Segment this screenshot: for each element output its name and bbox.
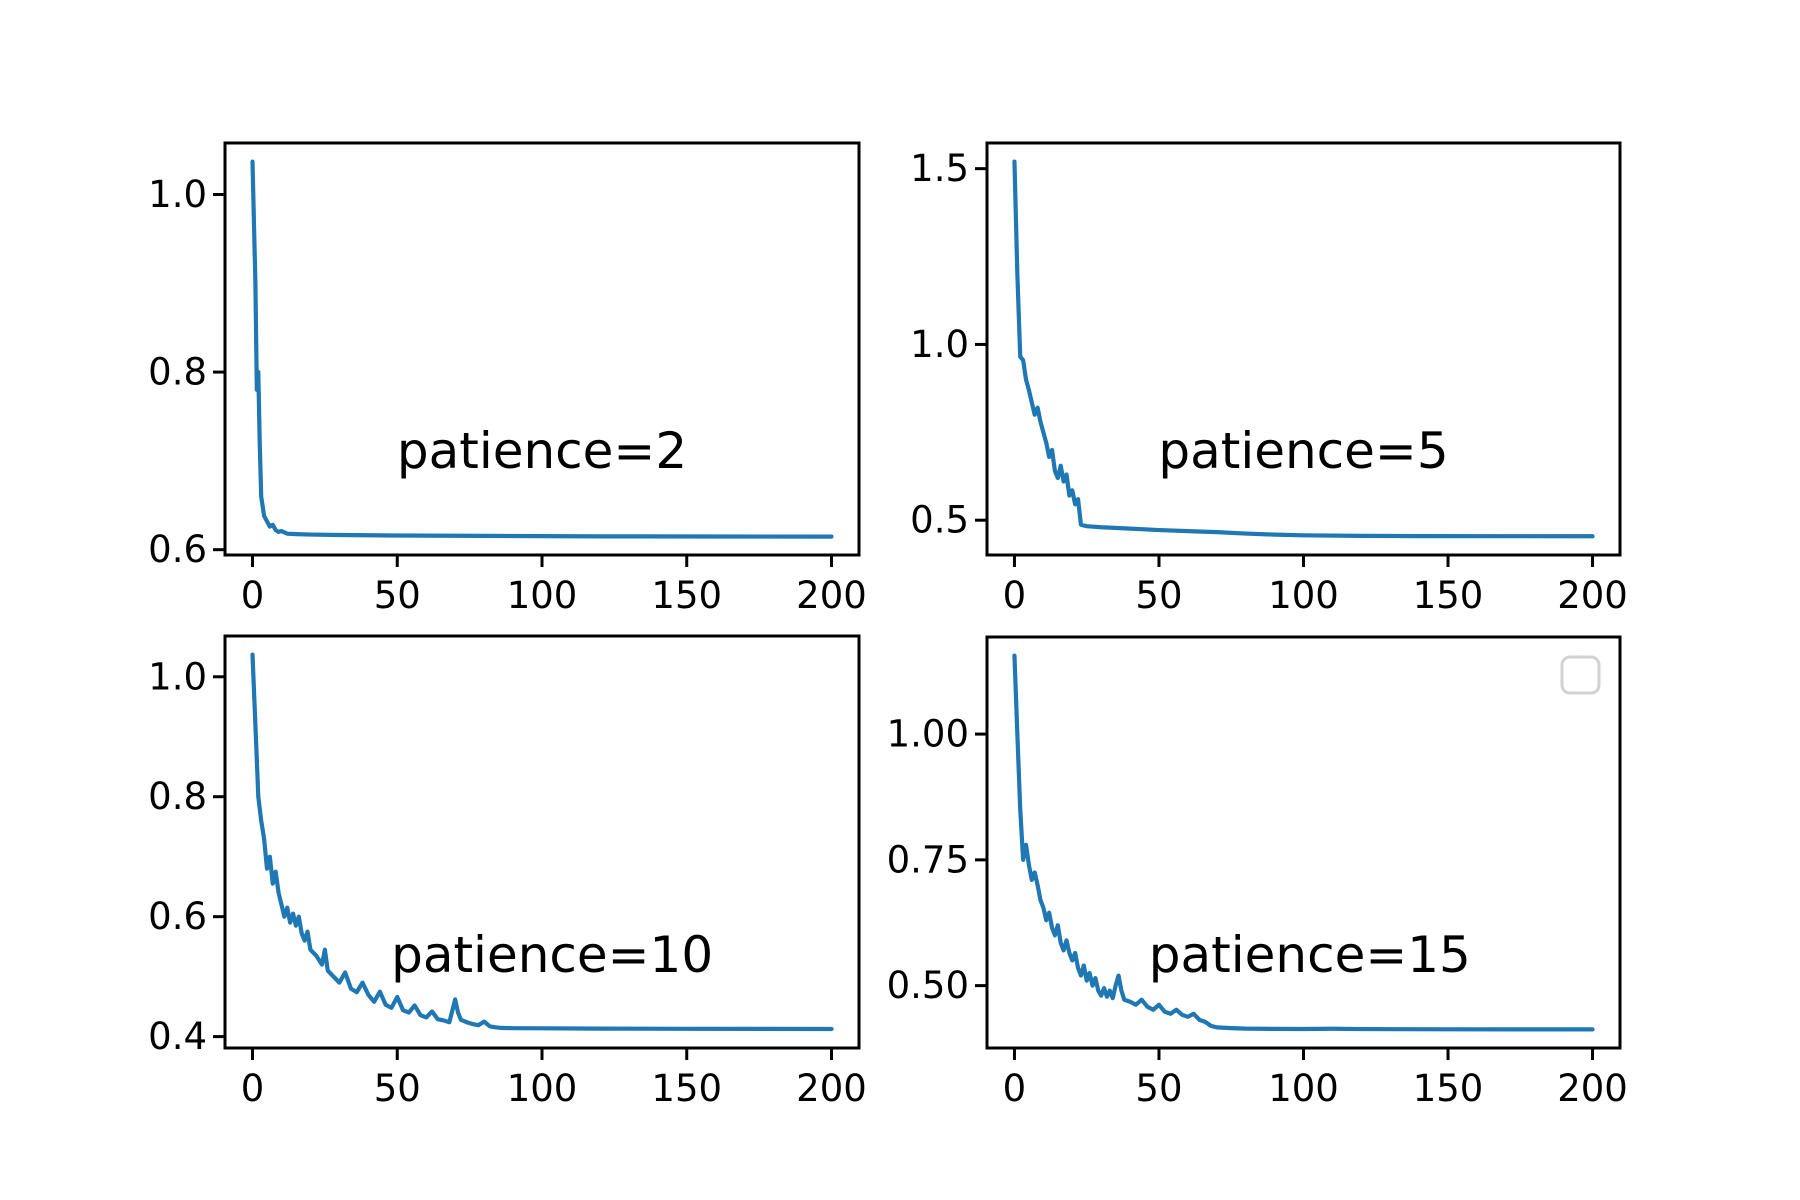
- x-tick-label: 100: [507, 1067, 578, 1110]
- subplot-patience-2: 0 50 100 150 200 0.6 0.8 1.0 patience=2: [148, 141, 867, 617]
- x-tick-label: 100: [507, 574, 578, 617]
- x-tick-label: 200: [1557, 1067, 1628, 1110]
- annotation-patience-5: patience=5: [1158, 422, 1448, 480]
- axes-frame: [223, 634, 861, 1050]
- annotation-patience-15: patience=15: [1149, 926, 1471, 984]
- axes-frame: [985, 635, 1622, 1050]
- annotation-patience-10: patience=10: [391, 926, 713, 984]
- loss-curve-line: [250, 159, 834, 539]
- x-tick-label: 0: [1003, 574, 1027, 617]
- y-tick-label: 1.0: [148, 173, 207, 216]
- y-tick-label: 1.00: [887, 713, 969, 756]
- x-tick-label: 200: [796, 574, 867, 617]
- x-tick-label: 50: [1135, 574, 1182, 617]
- annotation-patience-2: patience=2: [397, 422, 687, 480]
- x-tick-label: 0: [241, 574, 265, 617]
- subplot-patience-10: 0 50 100 150 200 0.4 0.6 0.8 1.0 patience=10: [148, 634, 867, 1110]
- x-tick-label: 200: [796, 1067, 867, 1110]
- y-tick-label: 0.6: [148, 895, 207, 938]
- y-tick-label: 1.5: [910, 147, 969, 190]
- axes-frame: [985, 141, 1622, 557]
- axes-frame: [223, 141, 861, 557]
- x-tick-label: 100: [1268, 574, 1339, 617]
- x-tick-label: 50: [1135, 1067, 1182, 1110]
- x-tick-label: 150: [651, 574, 722, 617]
- loss-curve-line: [1012, 653, 1595, 1032]
- x-tick-label: 100: [1268, 1067, 1339, 1110]
- legend-box: [1560, 655, 1601, 695]
- loss-curve-line: [1012, 159, 1595, 539]
- y-tick-label: 0.8: [148, 351, 207, 394]
- subplot-patience-15: 0 50 100 150 200 0.50 0.75 1.00 patience=15: [887, 635, 1628, 1110]
- y-tick-label: 0.50: [887, 964, 969, 1007]
- x-tick-label: 0: [241, 1067, 265, 1110]
- y-tick-label: 0.75: [887, 838, 969, 881]
- x-tick-label: 150: [1413, 1067, 1484, 1110]
- x-tick-label: 200: [1557, 574, 1628, 617]
- x-tick-label: 50: [374, 574, 421, 617]
- subplot-patience-5: 0 50 100 150 200 0.5 1.0 1.5 patience=5: [910, 141, 1628, 617]
- y-tick-label: 1.0: [148, 655, 207, 698]
- y-tick-label: 1.0: [910, 323, 969, 366]
- x-tick-label: 0: [1003, 1067, 1027, 1110]
- loss-curve-line: [250, 652, 834, 1032]
- x-tick-label: 150: [1413, 574, 1484, 617]
- x-tick-label: 150: [651, 1067, 722, 1110]
- y-tick-label: 0.6: [148, 528, 207, 571]
- y-tick-label: 0.8: [148, 775, 207, 818]
- y-tick-label: 0.4: [148, 1015, 207, 1058]
- y-tick-label: 0.5: [910, 499, 969, 542]
- x-tick-label: 50: [374, 1067, 421, 1110]
